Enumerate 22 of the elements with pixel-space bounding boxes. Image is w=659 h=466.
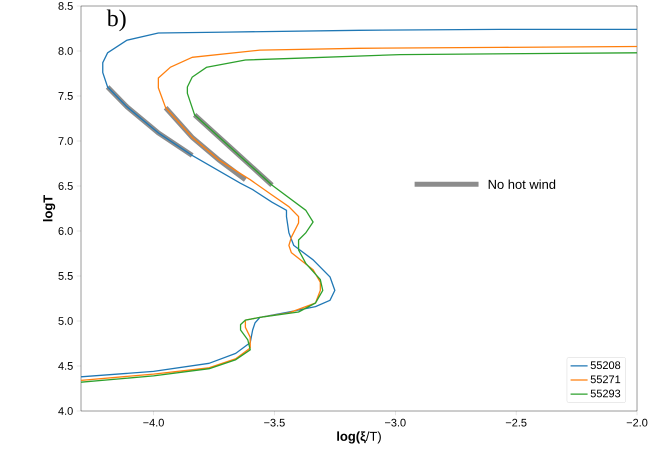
annotation: b) [106,10,126,32]
x-tick-label: −3.0 [384,418,406,427]
y-tick-label: 5.0 [58,317,73,325]
x-tick-label: −2.5 [506,418,526,427]
y-tick-label: 7.0 [58,137,73,145]
y-tick-label: 8.5 [58,2,73,10]
y-tick-label: 7.5 [58,92,73,100]
legend-label: 55208 [590,361,620,370]
y-tick-label: 4.0 [58,407,73,415]
y-axis-title: logT [43,194,56,222]
y-tick-label: 6.0 [58,227,73,235]
x-tick-label: −2.0 [626,418,648,427]
y-tick-label: 6.5 [58,182,73,190]
y-tick-label: 5.5 [58,272,73,280]
legend-label: No hot wind [488,179,556,189]
y-tick-label: 8.0 [58,47,73,55]
x-tick-label: −4.0 [143,418,164,427]
legend-label: 55293 [590,390,620,398]
legend-label: 55271 [590,375,620,384]
x-axis-title: log(ξ/T) [337,431,381,444]
x-tick-label: −3.5 [264,418,285,427]
y-tick-label: 4.5 [58,362,73,370]
